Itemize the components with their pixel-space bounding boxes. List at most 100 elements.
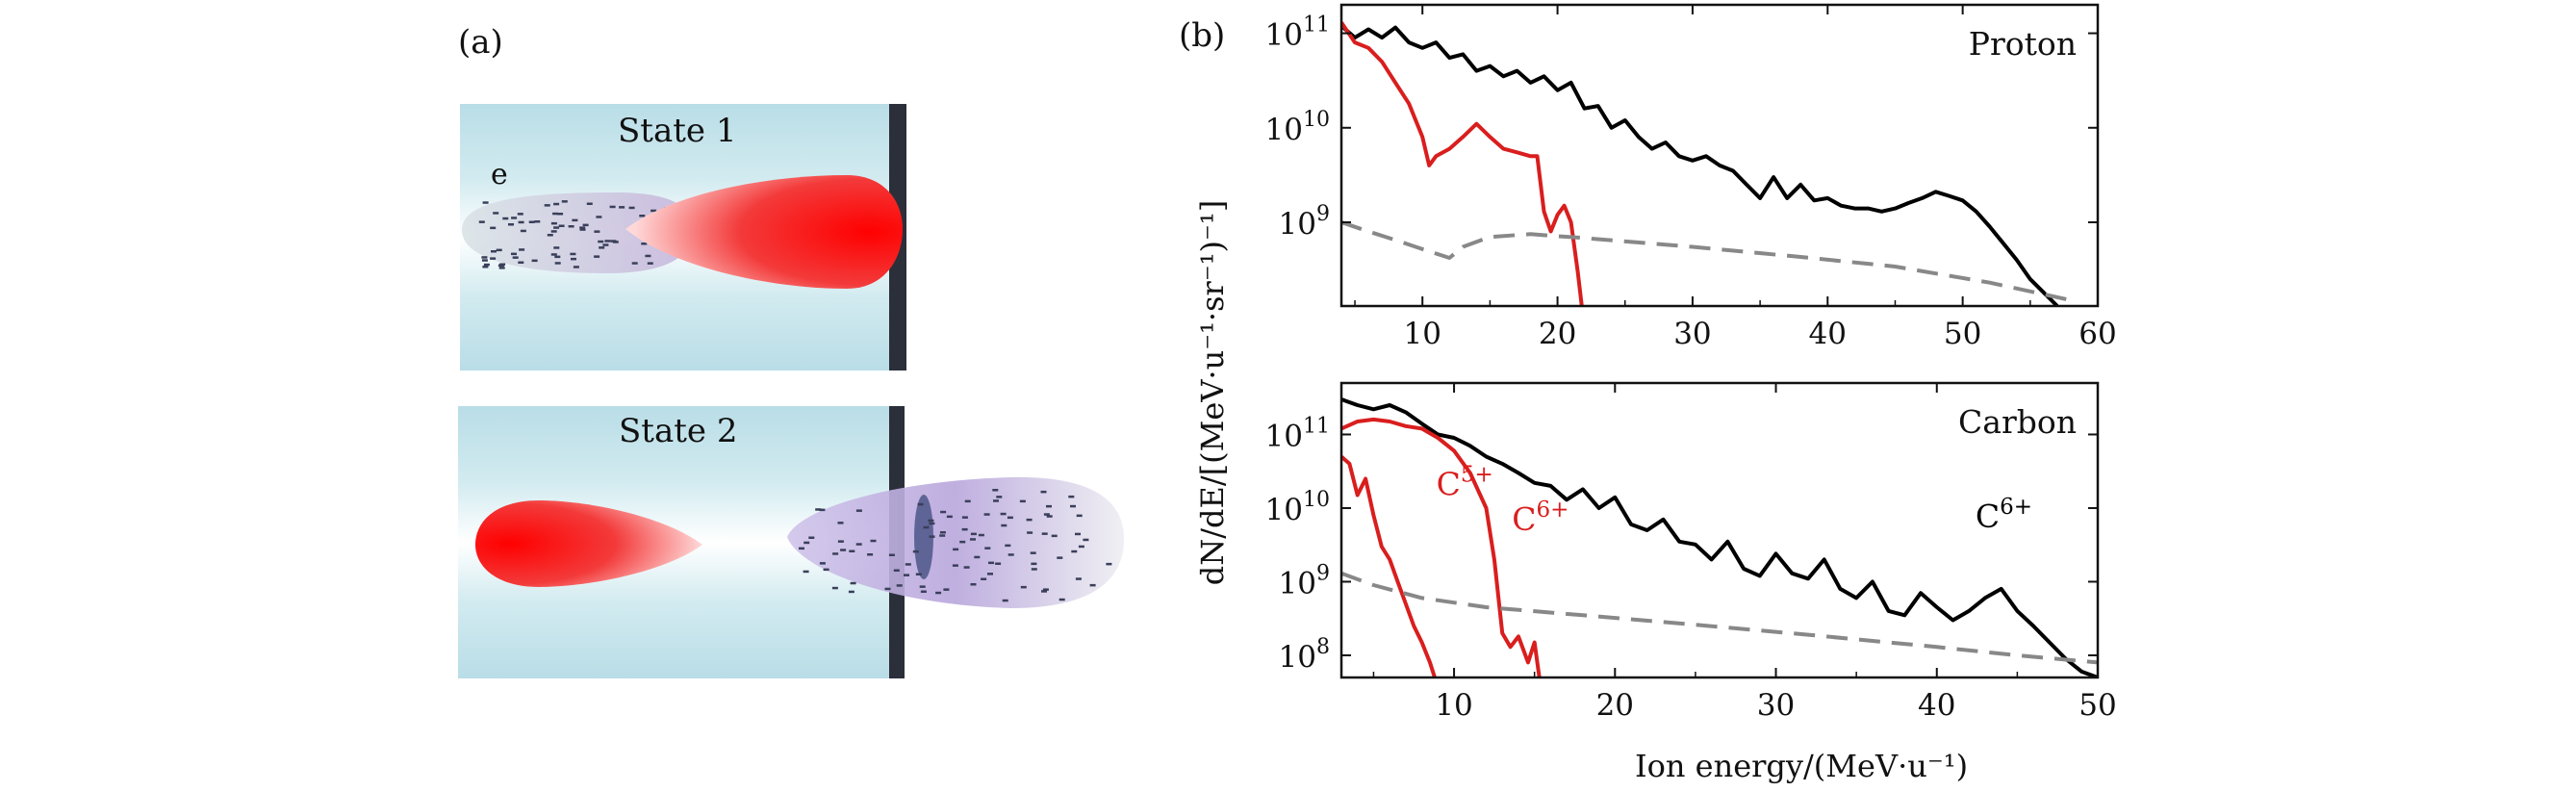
electron-dot bbox=[511, 217, 518, 219]
electron-dot bbox=[884, 587, 891, 591]
electron-dot bbox=[557, 213, 564, 216]
electron-dot bbox=[848, 590, 854, 594]
state1-diagram: State 1 e bbox=[460, 104, 906, 370]
series-group bbox=[1341, 397, 2098, 677]
electron-dot bbox=[832, 552, 839, 555]
electron-dot bbox=[815, 508, 822, 511]
electron-dot bbox=[1058, 598, 1065, 601]
electron-dot bbox=[598, 240, 604, 243]
chart-title: Proton bbox=[1969, 25, 2077, 63]
electron-dot bbox=[849, 549, 855, 552]
electron-dot bbox=[888, 553, 895, 556]
electron-dot bbox=[1046, 515, 1053, 518]
electron-dot bbox=[808, 536, 815, 539]
y-tick-label: 1010 bbox=[1265, 488, 1330, 527]
electron-dot bbox=[599, 246, 605, 249]
electron-dot bbox=[981, 577, 987, 580]
electron-dot bbox=[490, 226, 497, 230]
spectrum-black-line bbox=[1341, 397, 2098, 677]
electron-dot bbox=[905, 563, 911, 566]
electron-dot bbox=[491, 250, 497, 253]
electron-dot bbox=[604, 240, 611, 243]
electron-dot bbox=[553, 202, 560, 206]
electron-dot bbox=[1041, 590, 1047, 593]
electron-dot bbox=[528, 220, 535, 223]
panel-b-label: (b) bbox=[1179, 16, 1225, 55]
electron-dot bbox=[995, 562, 1002, 565]
electron-dot bbox=[961, 516, 968, 519]
electron-dot bbox=[1041, 532, 1048, 535]
y-tick-label: 109 bbox=[1279, 561, 1330, 600]
electron-dot bbox=[928, 519, 934, 523]
electron-dot bbox=[481, 256, 488, 259]
x-tick-label: 50 bbox=[1944, 317, 1981, 351]
electron-dot bbox=[904, 574, 909, 576]
electron-dot bbox=[544, 204, 550, 207]
electron-dot bbox=[867, 553, 874, 556]
electron-dot bbox=[631, 262, 638, 265]
electron-dot bbox=[1083, 538, 1089, 542]
electron-dot bbox=[482, 201, 489, 204]
electron-dot bbox=[959, 540, 966, 544]
electron-dot bbox=[554, 262, 561, 265]
electron-dot bbox=[554, 255, 561, 259]
x-tick-label: 10 bbox=[1403, 317, 1441, 351]
electron-dot bbox=[1000, 512, 1007, 516]
electron-dot bbox=[571, 257, 576, 261]
chart-title: Carbon bbox=[1958, 403, 2077, 441]
electron-dot bbox=[1002, 599, 1008, 602]
electron-dot bbox=[550, 253, 557, 256]
electron-dot bbox=[823, 568, 829, 572]
electron-dot bbox=[496, 248, 502, 252]
x-tick-label: 60 bbox=[2079, 317, 2116, 351]
state2-electron-dots bbox=[799, 489, 1112, 602]
series-group bbox=[1341, 21, 2072, 306]
electron-dot bbox=[819, 508, 826, 512]
electron-dot bbox=[619, 206, 625, 209]
x-tick-label: 10 bbox=[1435, 688, 1472, 723]
state2-label: State 2 bbox=[619, 412, 737, 450]
electron-dot bbox=[579, 226, 586, 229]
electron-dot bbox=[650, 209, 657, 213]
electron-dot bbox=[483, 263, 490, 267]
x-axis-label: Ion energy/(MeV·u⁻¹) bbox=[1635, 748, 1968, 784]
electron-dot bbox=[943, 588, 950, 591]
electron-dot bbox=[1030, 551, 1036, 554]
electron-label: e bbox=[491, 158, 508, 192]
electron-dot bbox=[511, 252, 517, 256]
electron-dot bbox=[482, 266, 489, 268]
electron-dot bbox=[837, 540, 844, 543]
electron-dot bbox=[1031, 568, 1037, 571]
electron-dot bbox=[1075, 532, 1081, 536]
y-tick-label: 108 bbox=[1279, 635, 1330, 675]
electron-dot bbox=[819, 562, 826, 565]
electron-dot bbox=[573, 266, 579, 268]
electron-dot bbox=[1040, 490, 1047, 494]
electron-dot bbox=[478, 220, 485, 223]
electron-dot bbox=[1031, 562, 1037, 566]
electron-dot bbox=[1071, 549, 1078, 553]
electron-dot bbox=[493, 212, 499, 215]
electron-dot bbox=[552, 212, 559, 216]
electron-dot bbox=[987, 573, 993, 575]
electron-dot bbox=[519, 248, 525, 251]
electron-dot bbox=[952, 564, 958, 567]
electron-dot bbox=[1075, 577, 1082, 580]
y-tick-label: 1010 bbox=[1265, 108, 1330, 147]
electron-dot bbox=[984, 547, 991, 549]
state1-label: State 1 bbox=[618, 112, 736, 150]
state2-diagram: State 2 bbox=[458, 406, 1124, 678]
electron-dot bbox=[518, 220, 524, 224]
spectrum-red-line bbox=[1341, 417, 1542, 677]
electron-dot bbox=[831, 586, 838, 590]
electron-dot bbox=[1020, 585, 1027, 589]
threshold-dashed-line bbox=[1341, 571, 2098, 665]
electron-dot bbox=[572, 218, 578, 222]
electron-dot bbox=[1057, 556, 1063, 559]
electron-dot bbox=[799, 547, 804, 550]
electron-dot bbox=[993, 499, 999, 502]
electron-dot bbox=[855, 509, 862, 512]
electron-dot bbox=[579, 228, 586, 231]
